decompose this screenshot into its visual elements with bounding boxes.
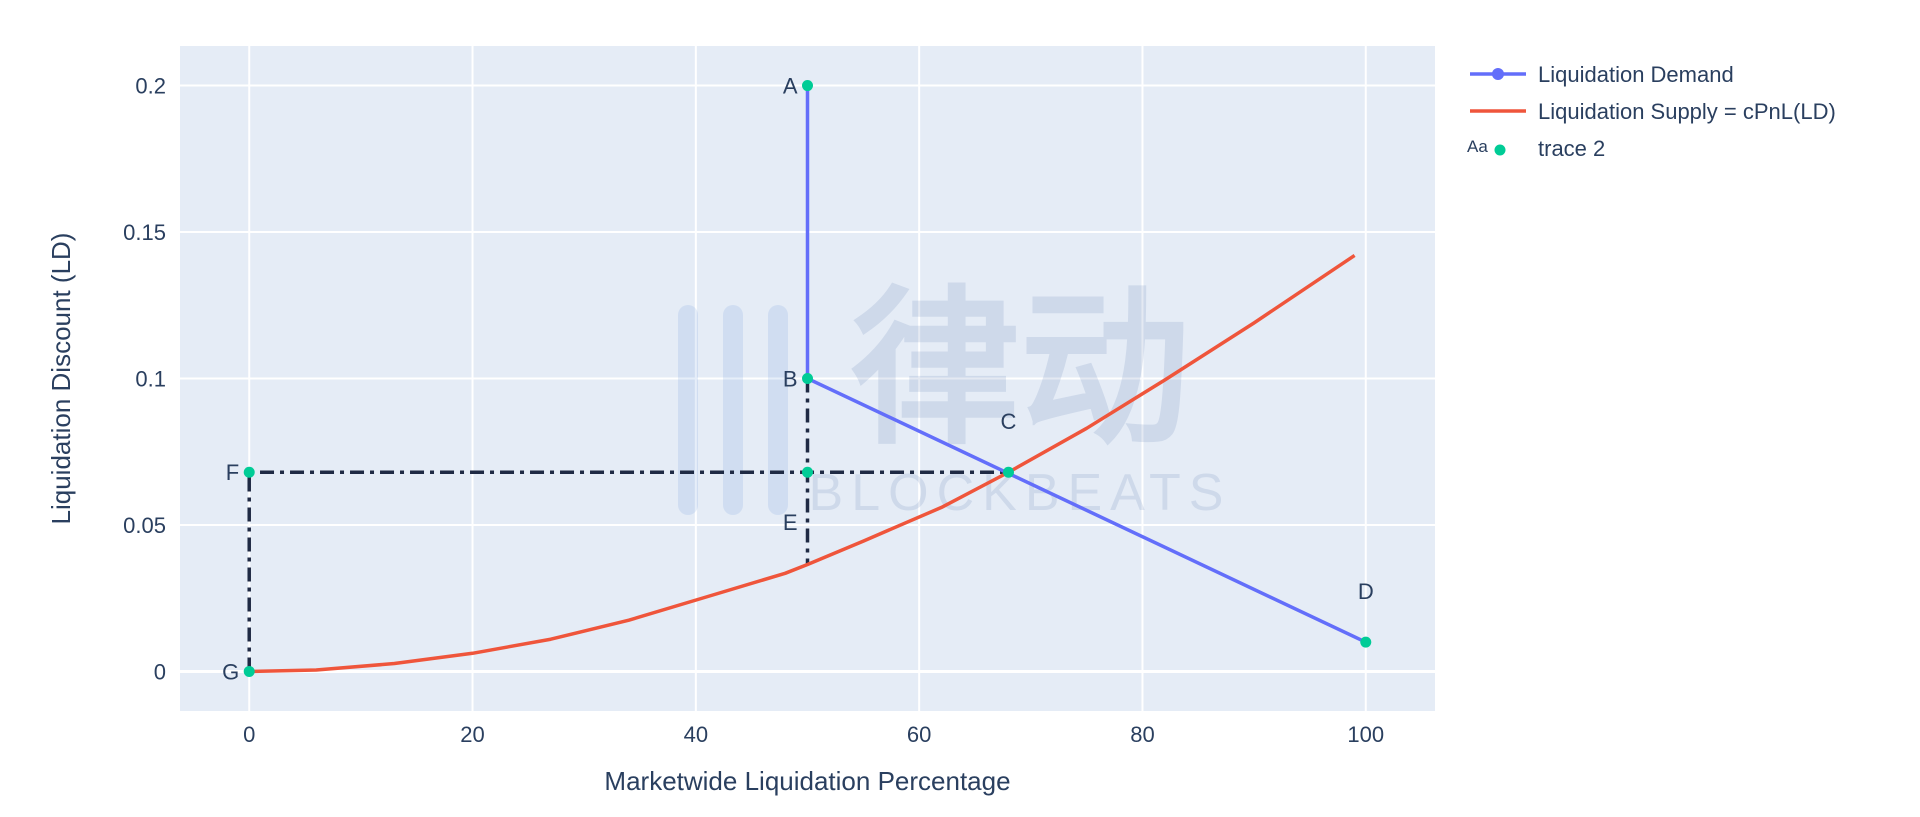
legend-marker — [1492, 68, 1504, 80]
point-marker-e — [802, 466, 813, 478]
point-marker-f — [243, 466, 255, 478]
legend-item[interactable]: Aa trace 2 — [1467, 136, 1605, 161]
point-label-a: A — [783, 74, 798, 99]
point-label-d: D — [1358, 579, 1374, 604]
point-label-e: E — [783, 510, 798, 535]
watermark-bar-1 — [678, 305, 698, 515]
y-tick-labels: 0 0.05 0.1 0.15 0.2 — [123, 74, 166, 685]
x-tick-label: 100 — [1347, 722, 1384, 747]
legend-item[interactable]: Liquidation Demand — [1470, 62, 1734, 87]
x-tick-label: 0 — [243, 722, 255, 747]
supply-curve-line — [249, 254, 1356, 674]
legend-item[interactable]: Liquidation Supply = cPnL(LD) — [1470, 99, 1836, 124]
x-tick-label: 40 — [684, 722, 708, 747]
x-tick-label: 80 — [1130, 722, 1154, 747]
legend-label: Liquidation Supply = cPnL(LD) — [1538, 99, 1836, 124]
legend-marker — [1494, 144, 1506, 156]
legend-label: Liquidation Demand — [1538, 62, 1734, 87]
point-marker-c — [1002, 466, 1014, 478]
point-label-g: G — [222, 659, 239, 684]
point-marker-b — [802, 373, 813, 384]
watermark: 律动 BLOCKBEATS — [678, 275, 1232, 522]
x-tick-label: 20 — [460, 722, 484, 747]
legend[interactable]: Liquidation Demand Liquidation Supply = c… — [1467, 62, 1836, 161]
watermark-text-cn: 律动 — [850, 275, 1190, 465]
point-marker-d — [1360, 636, 1372, 648]
point-label-f: F — [226, 460, 239, 485]
y-tick-label: 0.05 — [123, 513, 166, 538]
markers — [243, 80, 1372, 677]
legend-label: trace 2 — [1538, 136, 1605, 161]
point-labels: A B C D E F G — [222, 74, 1374, 685]
x-tick-label: 60 — [907, 722, 931, 747]
watermark-bar-2 — [723, 305, 743, 515]
y-tick-label: 0.1 — [135, 367, 166, 392]
x-axis-title: Marketwide Liquidation Percentage — [604, 766, 1010, 796]
watermark-bar-3 — [768, 305, 788, 515]
legend-symbol-text: Aa — [1467, 137, 1488, 156]
point-label-b: B — [783, 367, 798, 392]
point-label-c: C — [1001, 409, 1017, 434]
y-tick-label: 0.15 — [123, 220, 166, 245]
y-axis-title: Liquidation Discount (LD) — [46, 233, 76, 525]
reference-line — [247, 470, 1009, 672]
y-tick-label: 0.2 — [135, 74, 166, 99]
y-tick-label: 0 — [154, 659, 166, 684]
x-tick-labels: 0 20 40 60 80 100 — [243, 722, 1384, 747]
point-marker-g — [243, 665, 255, 677]
watermark-text-en: BLOCKBEATS — [809, 464, 1232, 522]
point-marker-a — [802, 80, 813, 92]
